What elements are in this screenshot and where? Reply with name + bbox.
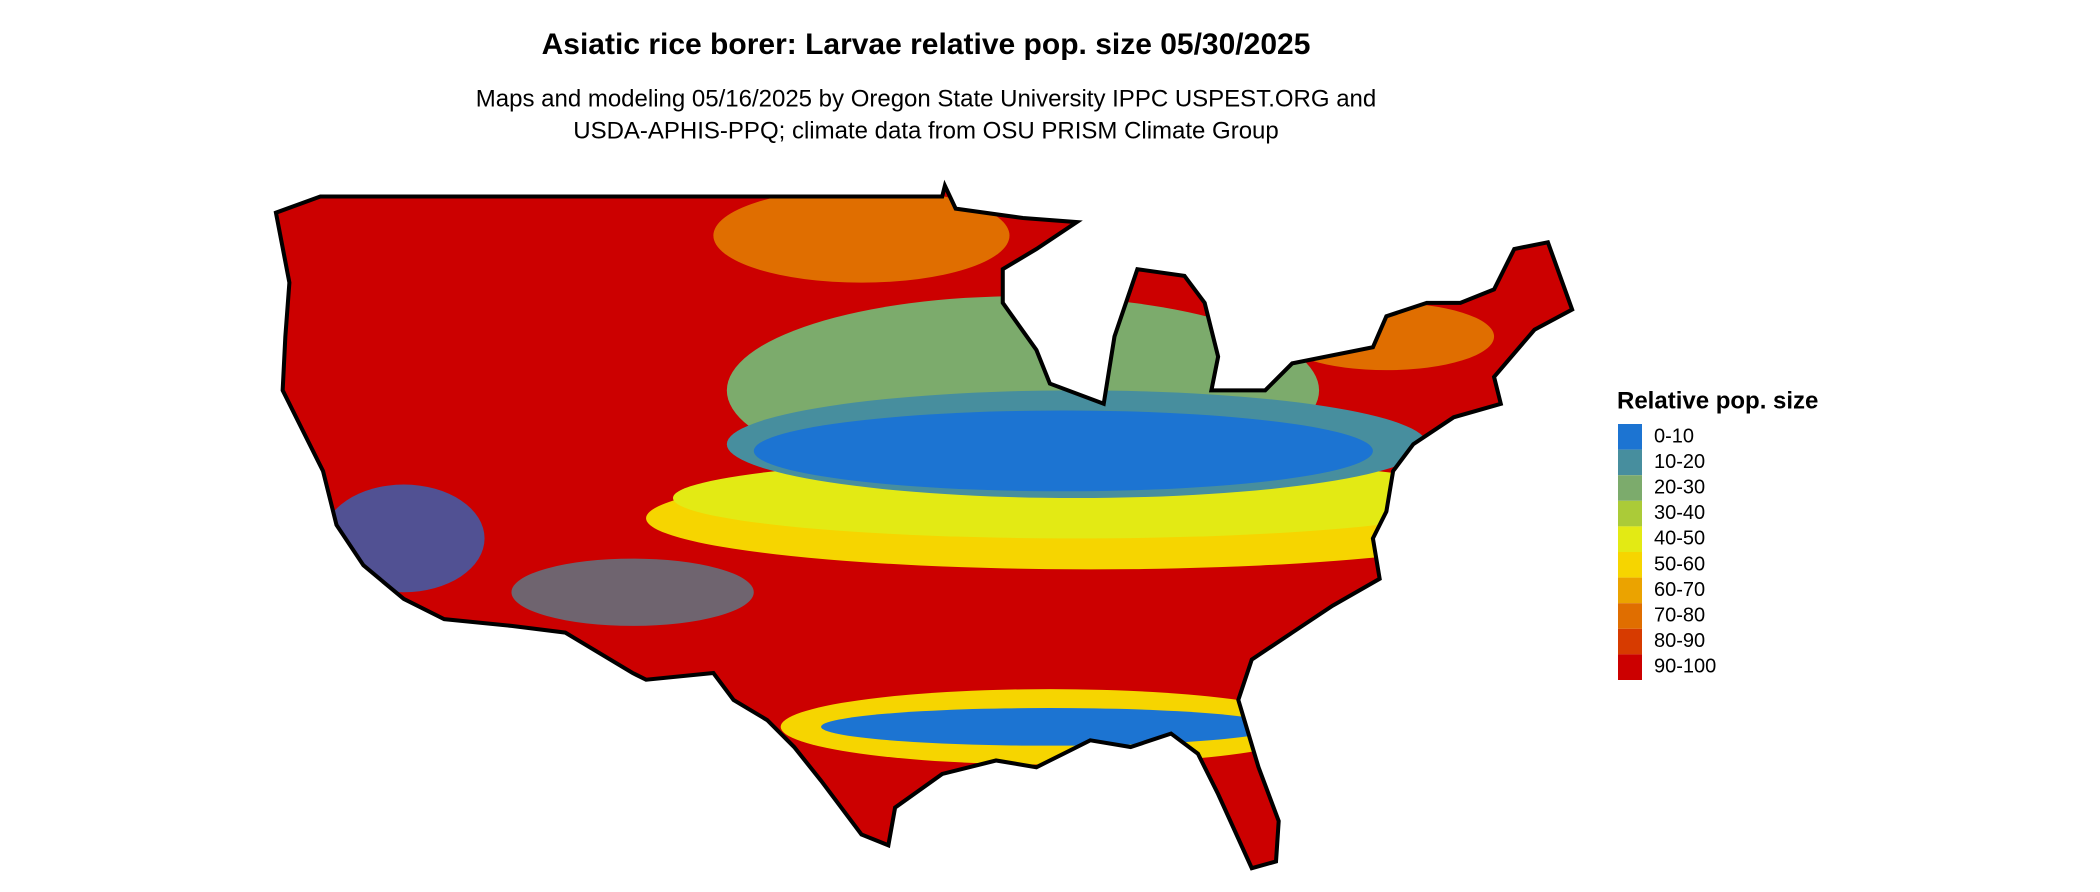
legend-label: 90-100 bbox=[1654, 656, 1716, 678]
legend-label: 70-80 bbox=[1654, 604, 1705, 626]
legend-swatch bbox=[1618, 526, 1642, 552]
legend-title: Relative pop. size bbox=[1617, 387, 1818, 414]
legend-swatch bbox=[1618, 628, 1642, 655]
map-subtitle: USDA-APHIS-PPQ; climate data from OSU PR… bbox=[573, 117, 1279, 144]
legend-label: 20-30 bbox=[1654, 476, 1705, 498]
legend-swatch bbox=[1618, 654, 1642, 680]
legend-swatch bbox=[1618, 449, 1642, 476]
legend-swatch bbox=[1618, 500, 1642, 527]
legend-label: 40-50 bbox=[1654, 528, 1705, 550]
map-title: Asiatic rice borer: Larvae relative pop.… bbox=[542, 28, 1311, 61]
legend-label: 60-70 bbox=[1654, 579, 1705, 601]
legend-swatch bbox=[1618, 424, 1642, 450]
legend: 0-10 10-20 20-30 30-40 40-50 50-60 60-70 70-80 8… bbox=[1618, 424, 1716, 680]
legend-swatch bbox=[1618, 475, 1642, 501]
legend-label: 0-10 bbox=[1654, 425, 1694, 447]
legend-label: 50-60 bbox=[1654, 553, 1705, 575]
map-subtitle: Maps and modeling 05/16/2025 by Oregon S… bbox=[476, 85, 1376, 112]
legend-swatch bbox=[1618, 552, 1642, 578]
legend-label: 80-90 bbox=[1654, 630, 1705, 652]
legend-swatch bbox=[1618, 603, 1642, 629]
legend-label: 10-20 bbox=[1654, 451, 1705, 473]
us-map bbox=[269, 175, 1588, 888]
legend-swatch bbox=[1618, 577, 1642, 604]
legend-label: 30-40 bbox=[1654, 502, 1705, 524]
